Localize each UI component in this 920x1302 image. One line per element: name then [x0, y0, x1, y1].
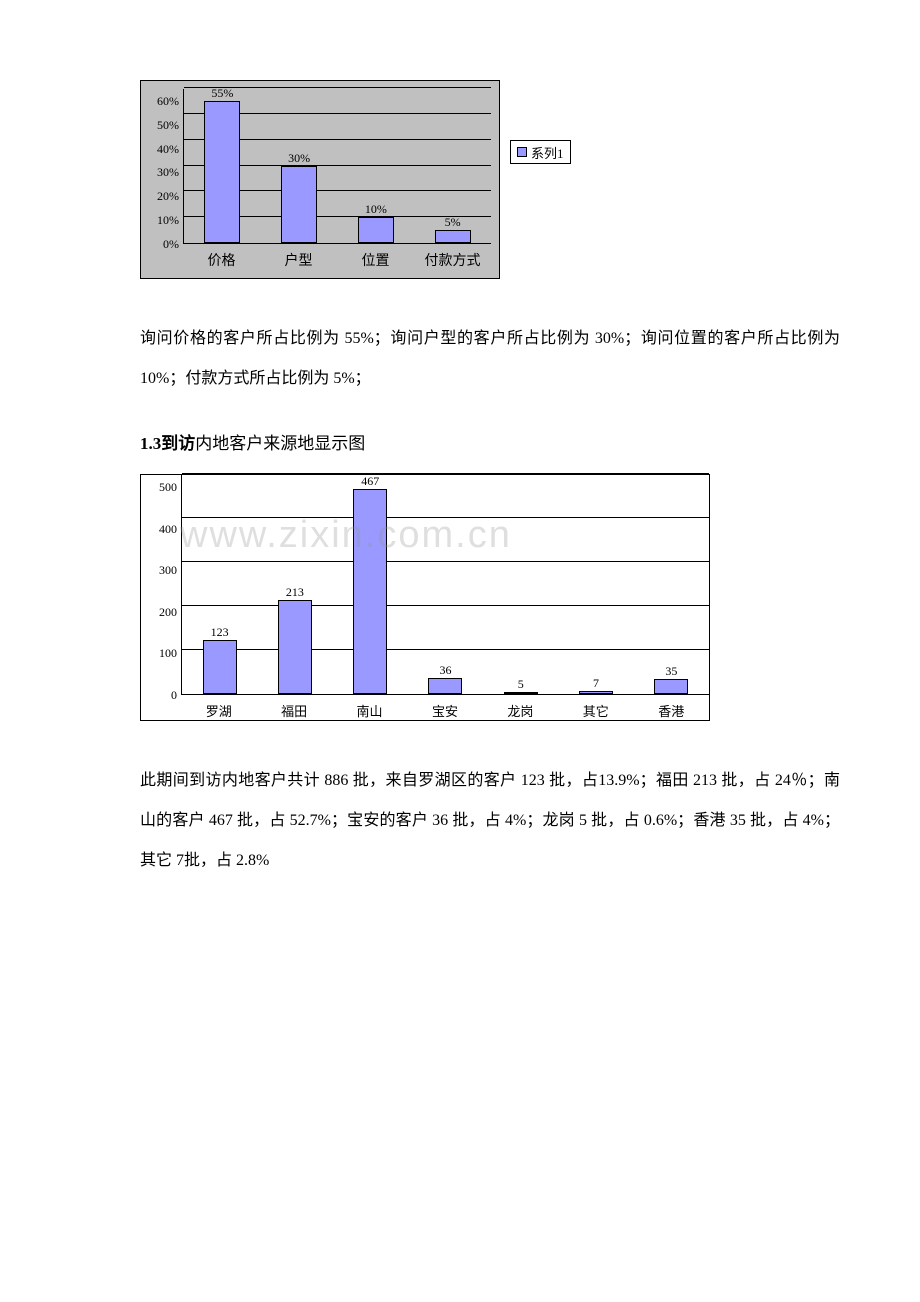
ytick: 50% — [157, 119, 179, 131]
bar-value-label: 5 — [518, 677, 524, 692]
bar — [358, 217, 394, 243]
chart2-yaxis: 0 100 200 300 400 500 — [141, 475, 181, 695]
chart1-xaxis: 价格 户型 位置 付款方式 — [183, 244, 491, 270]
chart2-bars: 123 213 467 36 5 7 35 — [181, 475, 709, 695]
chart1-container: 0% 10% 20% 30% 40% 50% 60% 55% 30% 10% 5% 价… — [80, 80, 840, 279]
xlabel: 价格 — [184, 250, 259, 270]
bar-group: 10% — [358, 217, 394, 243]
ytick: 20% — [157, 190, 179, 202]
ytick: 0 — [171, 689, 177, 701]
ytick: 400 — [159, 523, 177, 535]
bar — [281, 166, 317, 244]
bar — [654, 679, 688, 694]
ytick: 60% — [157, 95, 179, 107]
xlabel: 罗湖 — [183, 701, 255, 720]
bar-value-label: 55% — [211, 86, 233, 101]
bar-group: 5 — [504, 692, 538, 694]
xlabel: 福田 — [258, 701, 330, 720]
bar-group: 5% — [435, 230, 471, 243]
bar-group: 30% — [281, 166, 317, 244]
bar-group: 35 — [654, 679, 688, 694]
xlabel: 位置 — [338, 250, 413, 270]
bar-group: 55% — [204, 101, 240, 243]
chart1-box: 0% 10% 20% 30% 40% 50% 60% 55% 30% 10% 5% 价… — [140, 80, 500, 279]
bar-value-label: 467 — [361, 474, 379, 489]
xlabel: 其它 — [560, 701, 632, 720]
bar-value-label: 10% — [365, 202, 387, 217]
ytick: 0% — [163, 238, 179, 250]
ytick: 200 — [159, 606, 177, 618]
xlabel: 付款方式 — [415, 250, 490, 270]
legend-label: 系列1 — [531, 143, 564, 162]
xlabel: 香港 — [635, 701, 707, 720]
ytick: 40% — [157, 143, 179, 155]
bar — [278, 600, 312, 694]
xlabel: 户型 — [261, 250, 336, 270]
heading-bold: 到访 — [161, 434, 195, 453]
bar-group: 123 — [203, 640, 237, 694]
bar — [204, 101, 240, 243]
bar — [353, 489, 387, 694]
bar-value-label: 5% — [445, 215, 461, 230]
bar-group: 7 — [579, 691, 613, 694]
chart2-container: 0 100 200 300 400 500 123 213 467 36 5 7 35 罗湖… — [80, 474, 840, 721]
bar — [435, 230, 471, 243]
chart1-legend: 系列1 — [510, 140, 571, 164]
chart1-bars: 55% 30% 10% 5% — [183, 89, 491, 244]
ytick: 100 — [159, 647, 177, 659]
ytick: 10% — [157, 214, 179, 226]
xlabel: 南山 — [334, 701, 406, 720]
heading-rest: 内地客户来源地显示图 — [195, 434, 365, 453]
bar — [428, 678, 462, 694]
bar — [504, 692, 538, 694]
bar-value-label: 30% — [288, 151, 310, 166]
chart2-plot: 0 100 200 300 400 500 123 213 467 36 5 7 35 — [141, 475, 709, 695]
xlabel: 龙岗 — [484, 701, 556, 720]
ytick: 30% — [157, 166, 179, 178]
chart1-yaxis: 0% 10% 20% 30% 40% 50% 60% — [149, 89, 183, 244]
ytick: 500 — [159, 481, 177, 493]
bar-group: 467 — [353, 489, 387, 694]
bar-value-label: 7 — [593, 676, 599, 691]
xlabel: 宝安 — [409, 701, 481, 720]
heading-1-3: 1.3到访内地客户来源地显示图 — [140, 429, 840, 454]
chart1-wrapper: 0% 10% 20% 30% 40% 50% 60% 55% 30% 10% 5% 价… — [140, 80, 840, 279]
chart1-plot: 0% 10% 20% 30% 40% 50% 60% 55% 30% 10% 5% — [149, 89, 491, 244]
bar-group: 36 — [428, 678, 462, 694]
bar-value-label: 35 — [665, 664, 677, 679]
para2: 此期间到访内地客户共计 886 批，来自罗湖区的客户 123 批，占13.9%；… — [140, 761, 840, 881]
ytick: 300 — [159, 564, 177, 576]
bar-group: 213 — [278, 600, 312, 694]
bar-value-label: 213 — [286, 585, 304, 600]
bar — [203, 640, 237, 694]
bar-value-label: 123 — [211, 625, 229, 640]
chart2-xaxis: 罗湖 福田 南山 宝安 龙岗 其它 香港 — [181, 695, 709, 720]
legend-swatch — [517, 147, 527, 157]
para1: 询问价格的客户所占比例为 55%；询问户型的客户所占比例为 30%；询问位置的客… — [140, 319, 840, 399]
bar — [579, 691, 613, 694]
bar-value-label: 36 — [439, 663, 451, 678]
heading-num: 1.3 — [140, 434, 161, 453]
chart2-box: 0 100 200 300 400 500 123 213 467 36 5 7 35 罗湖… — [140, 474, 710, 721]
